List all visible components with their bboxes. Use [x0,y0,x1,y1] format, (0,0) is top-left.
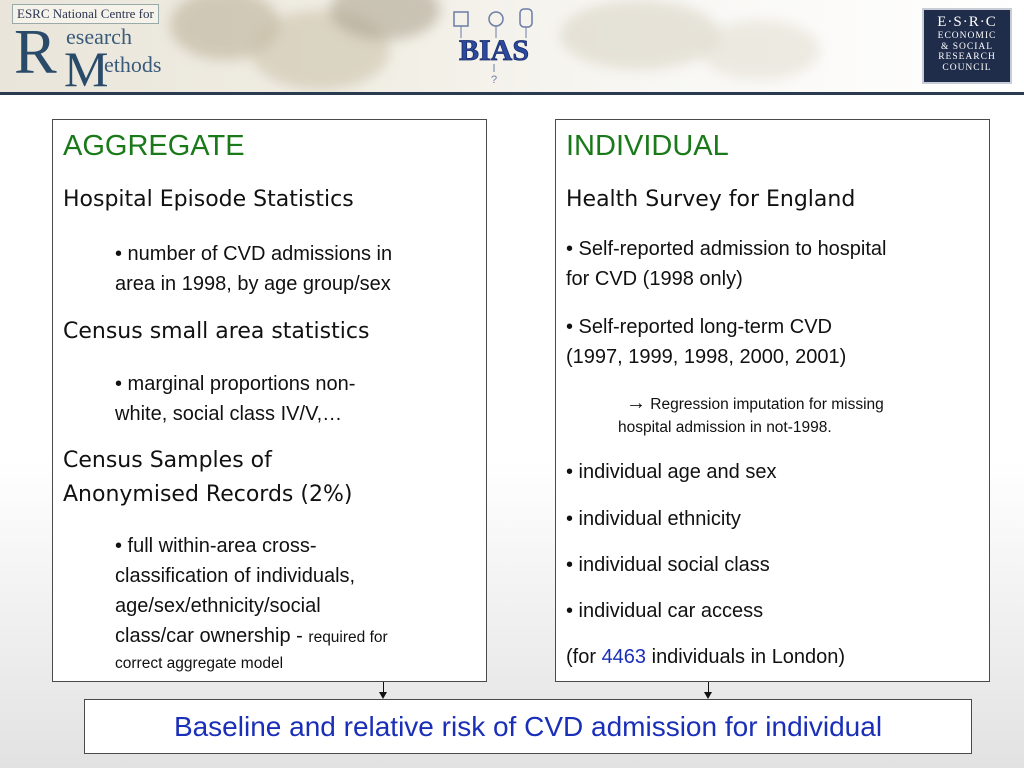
aggregate-heading: AGGREGATE [63,130,245,162]
bullet-text: class/car ownership - [115,625,309,647]
bullet-line: white, social class IV/V,… [115,403,343,425]
bullet-line: • individual age and sex [566,461,777,483]
bullet-line: • individual car access [566,600,764,622]
arrow-down-icon [379,692,387,699]
bullet-line: • number of CVD admissions in [115,243,393,265]
outcome-box: Baseline and relative risk of CVD admiss… [84,699,972,754]
crowd-photo-shape [560,0,720,70]
individual-heading: INDIVIDUAL [566,130,729,162]
bullet-line: for CVD (1998 only) [566,268,743,290]
bullet-line: classification of individuals, [115,565,356,587]
census-samples-title: Anonymised Records (2%) [63,482,353,507]
rounded-rect-icon [519,8,533,28]
esrc-logo: E·S·R·C ECONOMIC & SOCIAL RESEARCH COUNC… [922,8,1012,84]
bullet-line: area in 1998, by age group/sex [115,273,391,295]
question-mark-icon: ? [491,74,497,86]
bias-logo: BIAS ? [453,8,533,86]
arrow-down-icon [704,692,712,699]
sample-size-number: 4463 [601,646,647,668]
imputation-note: → Regression imputation for missing [618,391,884,417]
ncrm-logo-letter-r: R [14,16,57,87]
health-survey-title: Health Survey for England [566,187,856,212]
header-divider [0,92,1024,95]
required-note: required for [308,629,388,646]
bullet-line: age/sex/ethnicity/social [115,595,321,617]
census-samples-title: Census Samples of [63,448,272,473]
footer-text: (for [566,646,602,668]
individual-panel: INDIVIDUAL Health Survey for England • S… [555,119,990,682]
bullet-line: • full within-area cross- [115,535,317,557]
required-note: correct aggregate model [115,655,284,672]
crowd-photo-shape [700,20,820,80]
note-text: Regression imputation for missing [646,396,884,413]
connector-line [708,682,709,693]
square-icon [453,11,469,27]
header-banner: ESRC National Centre for R esearch M eth… [0,0,1024,92]
esrc-logo-line: & SOCIAL [940,41,994,52]
bias-logo-text: BIAS [459,34,529,67]
sample-size-line: (for 4463 individuals in London) [566,642,845,672]
ncrm-tagline: ESRC National Centre for [12,4,159,24]
bullet-line: (1997, 1999, 1998, 2000, 2001) [566,346,847,368]
ncrm-logo-word-research: esearch [66,24,132,49]
esrc-logo-line: COUNCIL [942,62,992,73]
arrow-right-icon: → [626,392,646,414]
esrc-logo-acronym: E·S·R·C [937,14,997,30]
imputation-note: hospital admission in not-1998. [618,419,832,436]
aggregate-panel: AGGREGATE Hospital Episode Statistics • … [52,119,487,682]
footer-text: individuals in London) [646,646,846,668]
bullet-line: • Self-reported admission to hospital [566,238,887,260]
connector-line [383,682,384,693]
bullet-line: • Self-reported long-term CVD [566,316,832,338]
ncrm-logo-letter-m: M [64,41,109,92]
ncrm-logo-word-methods: ethods [104,52,162,77]
bullet-line: • individual social class [566,554,770,576]
census-small-area-title: Census small area statistics [63,319,370,344]
circle-icon [488,11,504,27]
esrc-logo-line: ECONOMIC [937,31,997,41]
hospital-episode-title: Hospital Episode Statistics [63,187,354,212]
bullet-line: • marginal proportions non- [115,373,356,395]
esrc-logo-line: RESEARCH [938,52,996,62]
bullet-line: class/car ownership - required for [115,621,388,653]
bullet-line: • individual ethnicity [566,508,741,530]
